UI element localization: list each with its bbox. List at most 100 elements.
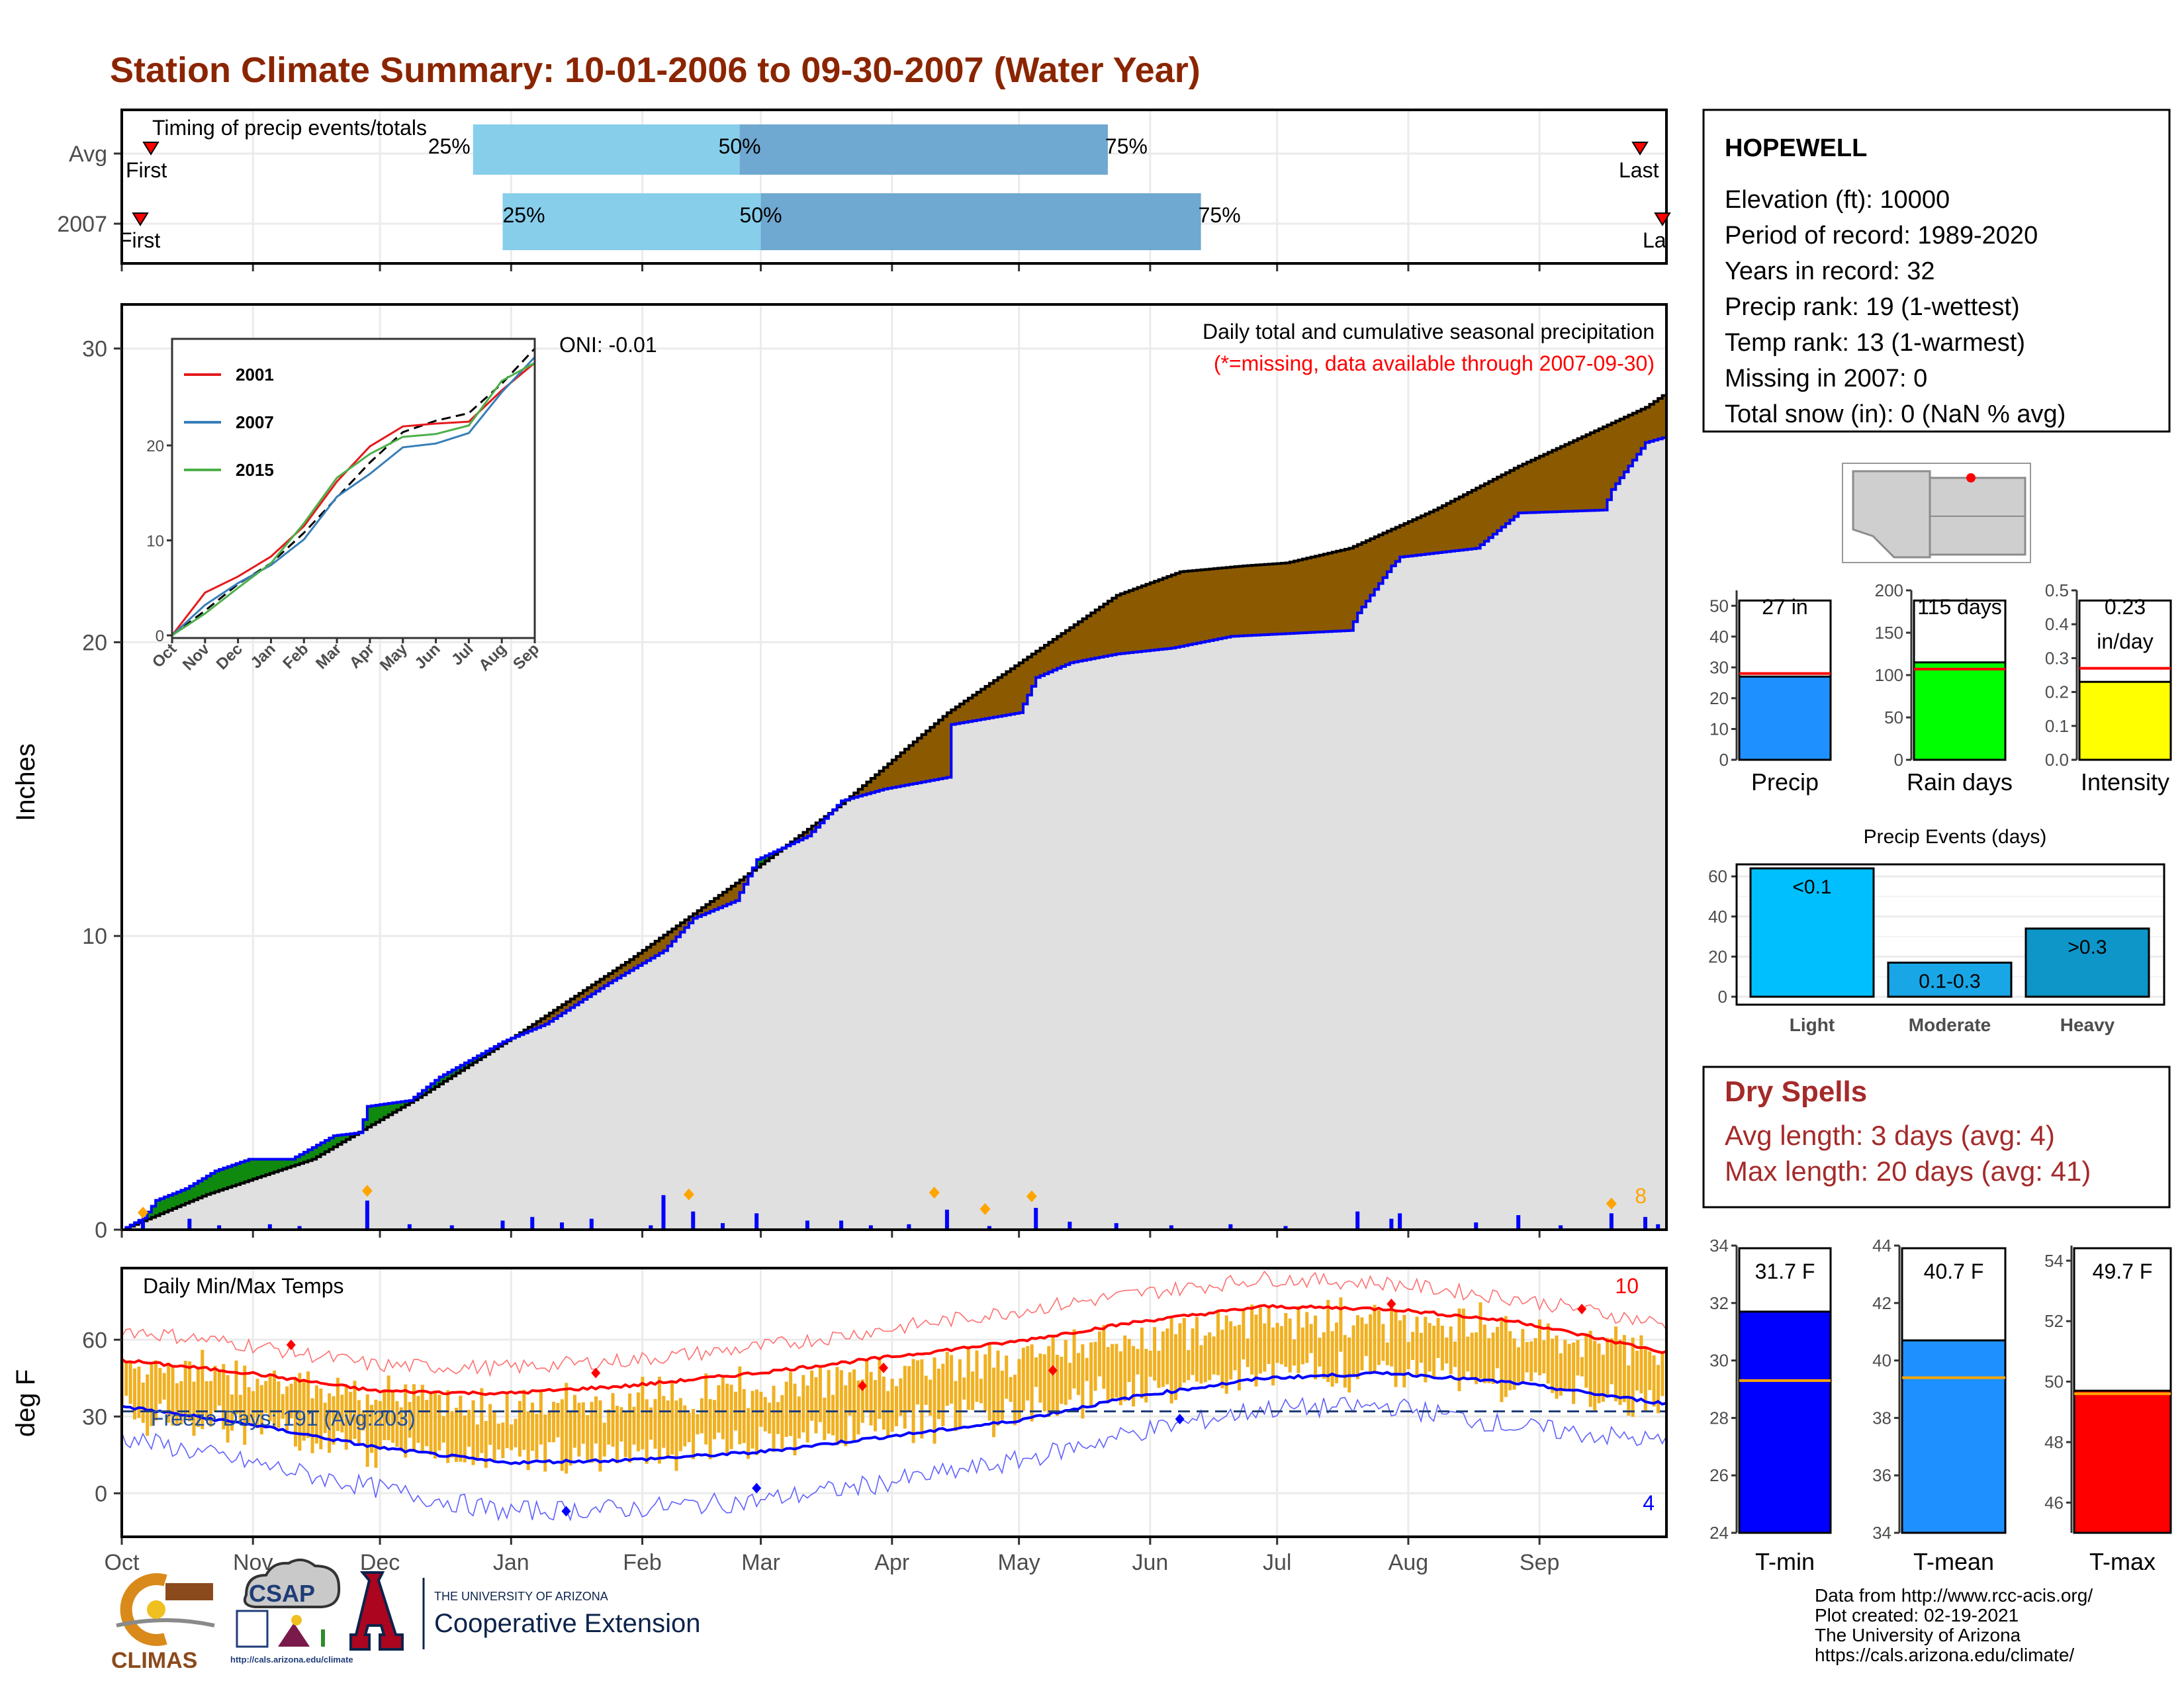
heavy-event-marker-4 (979, 1203, 991, 1215)
events-category-label-2: Heavy (2060, 1015, 2115, 1035)
precip-panel-frame (120, 303, 1668, 1231)
station-missing: Missing in 2007: 0 (1725, 365, 1927, 392)
station-name: HOPEWELL (1725, 134, 1867, 162)
temp-panel-frame (120, 1267, 1668, 1538)
month-label-jul: Jul (1263, 1550, 1291, 1575)
record-low-marker-0 (561, 1506, 571, 1517)
temp-summary-ytick-label-2-3: 52 (2044, 1311, 2064, 1331)
daily-precip-bar-7 (449, 1225, 454, 1230)
temp-ytick-label-0: 0 (95, 1481, 107, 1506)
summary-ytick-label-1-2: 100 (1875, 665, 1903, 685)
summary-category-label-2: Intensity (2081, 768, 2169, 796)
timing-panel-frame (120, 109, 1668, 265)
temp-summary-bars: 24 26 28 30 32 34 31.7 F T-min 34 36 38 40 42 44 40.7 … (1709, 1236, 2172, 1575)
daily-precip-bar-28 (1283, 1226, 1288, 1230)
station-years: Years in record: 32 (1725, 257, 1935, 285)
inset-legend-label-2007: 2007 (236, 412, 274, 432)
summary-value-label-0-0: 27 in (1762, 595, 1807, 619)
daily-temp-range-bars (120, 1297, 1664, 1474)
station-period: Period of record: 1989-2020 (1725, 222, 2038, 250)
heavy-event-marker-6 (1606, 1197, 1617, 1210)
month-label-jan: Jan (493, 1550, 529, 1575)
record-low-marker-2 (1175, 1414, 1185, 1425)
temperature-panel: 0 30 60 deg F Daily Min/Max Temps Freeze D… (11, 1267, 1668, 1575)
station-total-snow: Total snow (in): 0 (NaN % avg) (1725, 400, 2066, 428)
precip-y-axis-label: Inches (11, 743, 40, 821)
record-high-marker-3 (879, 1362, 889, 1373)
temp-summary-ytick-label-1-3: 40 (1872, 1351, 1891, 1371)
ua-wordmark-large: Cooperative Extension (434, 1609, 700, 1638)
daily-precip-bar-27 (1228, 1224, 1233, 1230)
summary-ytick-label-0-1: 10 (1709, 719, 1729, 739)
daily-precip-bar-13 (661, 1195, 666, 1230)
precip-summary-bars: 0 10 20 30 40 50 27 in Precip 0 50 100 150 200 115 da… (1709, 580, 2172, 796)
summary-category-label-1: Rain days (1907, 768, 2013, 796)
timing-label-75-0: 75% (1105, 134, 1148, 158)
timing-label-50-1: 50% (740, 203, 782, 227)
summary-value-label-1-0: 115 days (1917, 595, 2002, 619)
precip-ytick-label-2: 20 (82, 630, 107, 655)
temp-y-axis-label: deg F (11, 1369, 40, 1437)
summary-ytick-label-1-1: 50 (1884, 708, 1903, 727)
record-min-temp-line (121, 1396, 1667, 1522)
precip-avg-cumulative-line (122, 392, 1668, 1231)
summary-ytick-label-0-2: 20 (1709, 688, 1729, 708)
avg-max-temp-line (120, 1304, 1667, 1396)
timing-first-label-2007: First (119, 228, 160, 252)
events-frame (1735, 863, 2165, 1006)
dry-spells-avg: Avg length: 3 days (avg: 4) (1725, 1120, 2055, 1151)
station-temp-rank: Temp rank: 13 (1-warmest) (1725, 329, 2025, 357)
precip-ytick-label-1: 10 (82, 924, 107, 949)
temp-chart-title: Daily Min/Max Temps (143, 1274, 343, 1298)
summary-value-label-2-1: in/day (2097, 629, 2153, 653)
daily-precip-bar-17 (805, 1220, 809, 1230)
precip-panel: 0 10 20 30 Inches Daily total and cumulativ… (11, 303, 1668, 1243)
inset-legend-label-2001: 2001 (236, 365, 274, 385)
inset-line-2007 (171, 356, 536, 637)
month-label-apr: Apr (874, 1550, 909, 1575)
heavy-event-marker-5 (1026, 1190, 1037, 1203)
timing-label-25-0: 25% (428, 134, 471, 158)
summary-bar-intensity (2078, 680, 2172, 761)
footer-line-2: Plot created: 02-19-2021 (1815, 1605, 2019, 1625)
inset-line-2015 (171, 361, 535, 637)
events-category-label-1: Moderate (1909, 1015, 1991, 1035)
daily-precip-bar-33 (1516, 1215, 1521, 1230)
daily-precip-bar-9 (530, 1216, 535, 1230)
temp-summary-ytick-label-1-4: 42 (1872, 1293, 1891, 1313)
timing-title: Timing of precip events/totals (152, 116, 427, 140)
events-ytick-label-3: 60 (1708, 866, 1727, 886)
daily-precip-bar-6 (407, 1224, 412, 1230)
record-high-marker-0 (286, 1340, 296, 1350)
summary-ytick-label-0-3: 30 (1709, 657, 1729, 677)
temp-summary-category-label-2: T-max (2089, 1548, 2156, 1575)
summary-ytick-label-1-3: 150 (1875, 623, 1903, 643)
summary-ytick-label-2-3: 0.3 (2045, 648, 2069, 668)
inset-background (172, 339, 535, 638)
temp-summary-bar-t-max (2073, 1389, 2172, 1534)
month-label-nov: Nov (233, 1550, 273, 1575)
month-label-oct: Oct (105, 1550, 140, 1575)
inset-ytick-label-1: 10 (146, 533, 164, 551)
temp-summary-ytick-label-2-4: 54 (2044, 1251, 2064, 1271)
freeze-days-label: Freeze Days: 191 (Avg:203) (151, 1406, 416, 1430)
avg-min-temp-line (121, 1371, 1667, 1465)
temp-summary-ytick-label-1-2: 38 (1872, 1408, 1891, 1428)
precip-deficit-fill (359, 395, 1667, 1133)
heavy-event-count: 8 (1635, 1184, 1647, 1208)
daily-precip-bar-20 (907, 1224, 911, 1230)
events-bar-label-1: 0.1-0.3 (1919, 970, 1980, 992)
dry-spells-title: Dry Spells (1725, 1075, 1867, 1108)
csap-url: http://cals.arizona.edu/climate (230, 1655, 353, 1665)
timing-row-2007-label: 2007 (57, 212, 107, 237)
summary-ytick-label-0-4: 40 (1709, 627, 1729, 647)
inset-ytick-label-2: 20 (146, 437, 164, 455)
events-ytick-label-2: 40 (1708, 907, 1727, 927)
summary-ytick-label-2-0: 0.0 (2045, 750, 2069, 770)
station-location-marker (1966, 473, 1976, 482)
daily-precip-bar-34 (1559, 1225, 1563, 1230)
record-low-marker-1 (752, 1483, 762, 1494)
events-chart-title: Precip Events (days) (1864, 826, 2047, 848)
station-precip-rank: Precip rank: 19 (1-wettest) (1725, 293, 2020, 321)
